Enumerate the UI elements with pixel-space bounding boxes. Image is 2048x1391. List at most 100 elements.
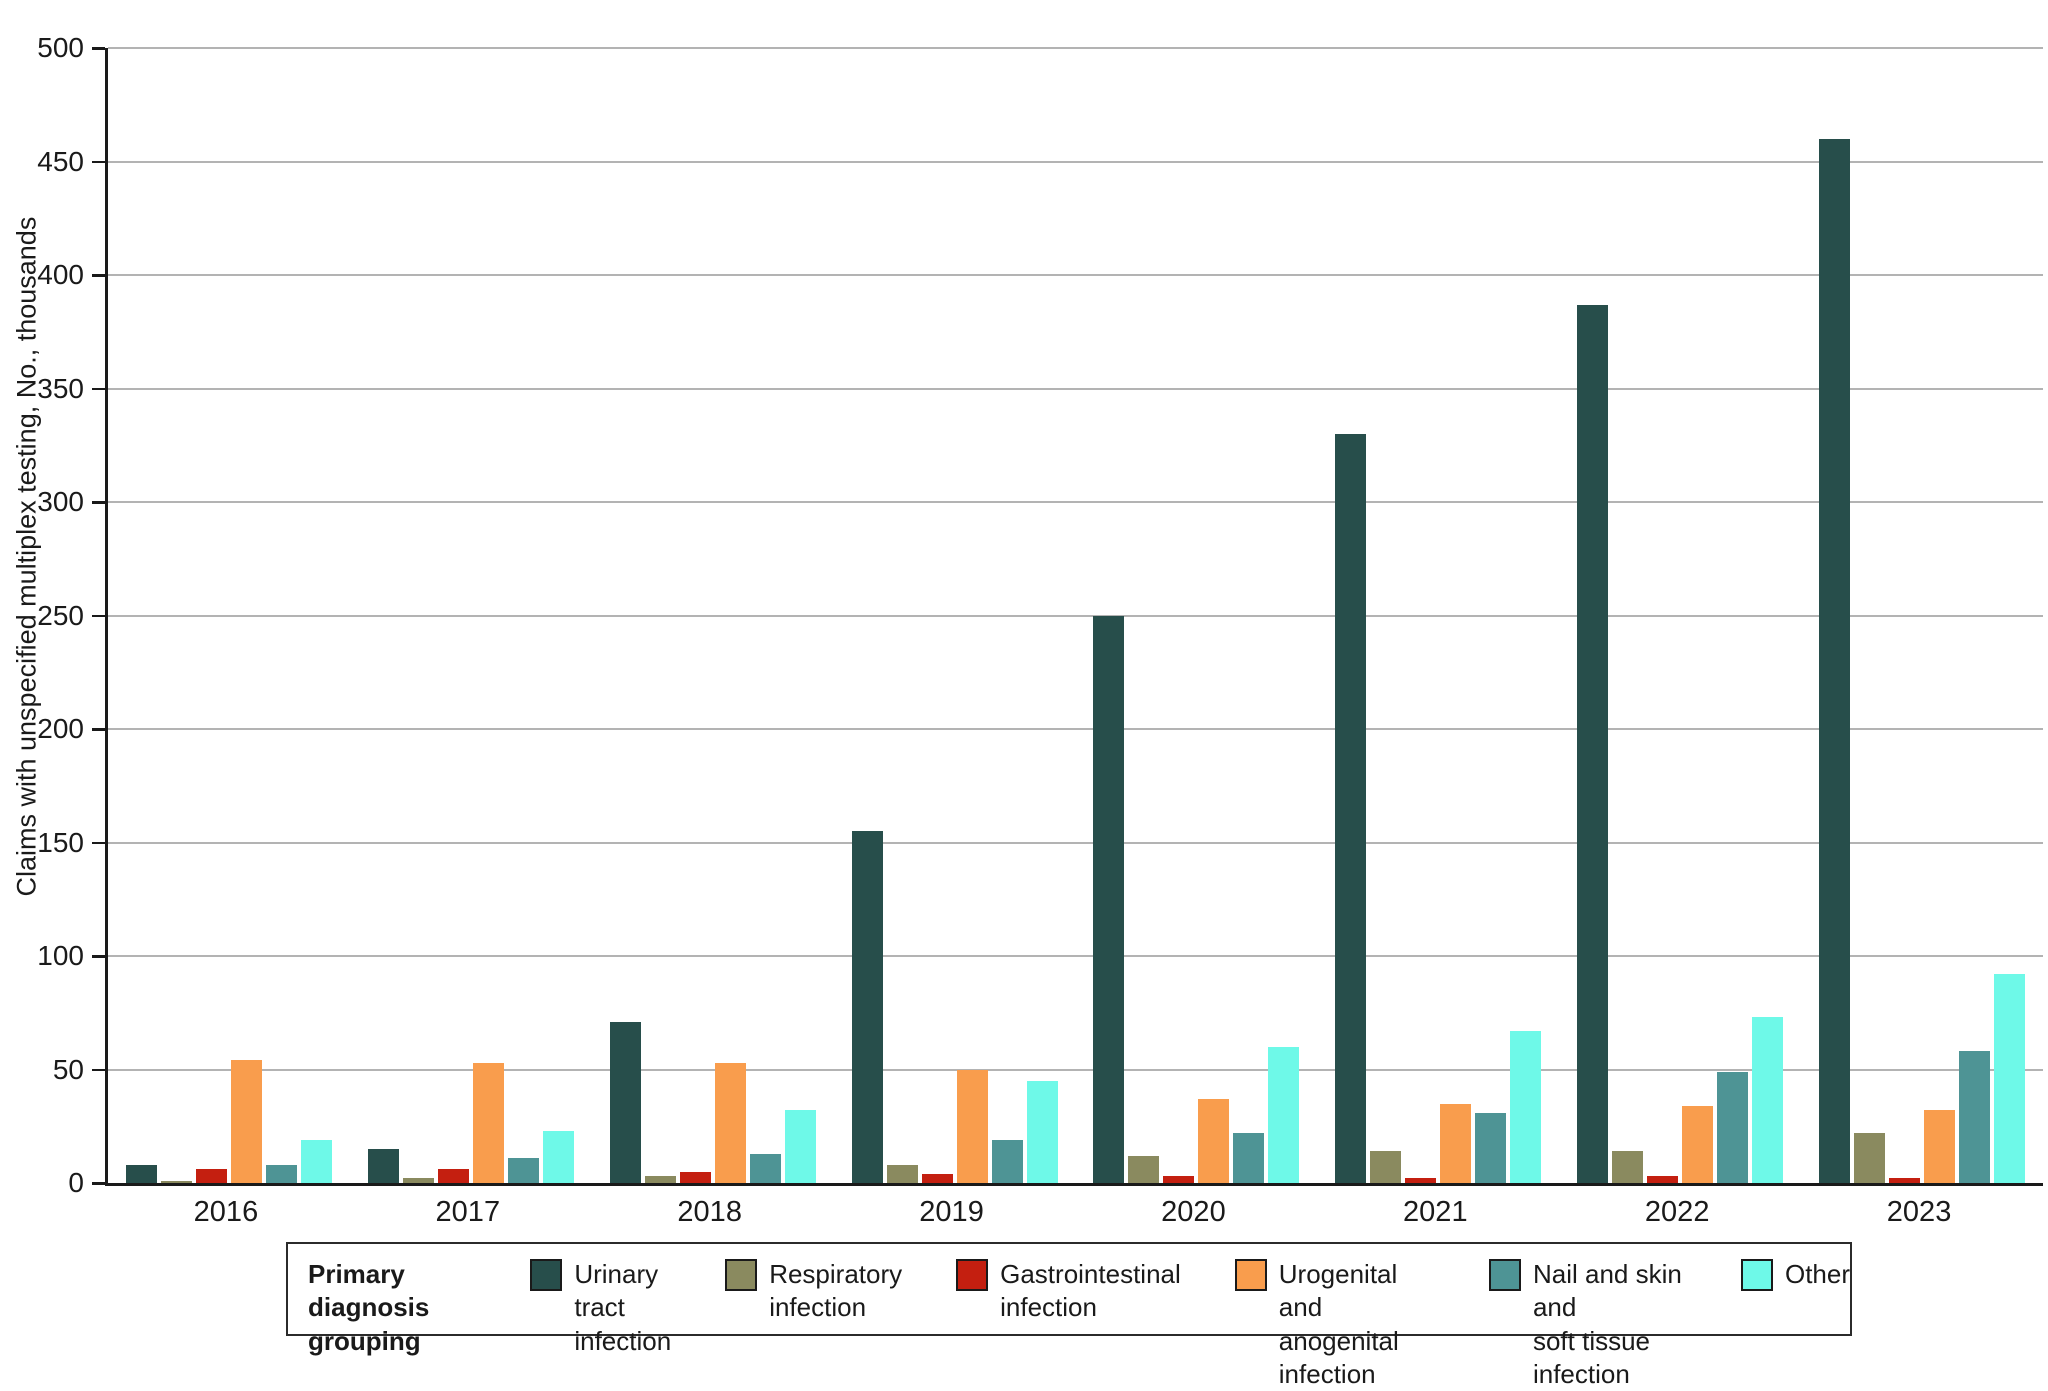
legend-item-nail-and-skin-and-soft-tissue-infection: Nail and skin and soft tissue infection <box>1488 1258 1687 1391</box>
x-tick-label: 2022 <box>1644 1196 1710 1228</box>
legend-label: Nail and skin and soft tissue infection <box>1532 1259 1682 1389</box>
bar-2017-urogenital-and-anogenital-infection <box>472 1062 504 1183</box>
bar-2022-respiratory-infection <box>1612 1151 1644 1183</box>
y-tick-mark <box>92 728 105 731</box>
bar-group-2019 <box>834 48 1076 1183</box>
y-tick-label: 450 <box>37 145 84 177</box>
bar-2017-nail-and-skin-and-soft-tissue-infection <box>507 1158 539 1183</box>
legend-item-respiratory-infection: Respiratory infection <box>725 1258 902 1325</box>
y-tick-label: 250 <box>37 599 84 631</box>
x-tick-label: 2021 <box>1403 1196 1468 1228</box>
x-tick-label: 2019 <box>919 1196 984 1228</box>
gridline <box>108 841 2043 844</box>
gridline <box>108 47 2043 49</box>
legend-item-urogenital-and-anogenital-infection: Urogenital and anogenital infection <box>1234 1258 1435 1391</box>
x-tick-label: 2016 <box>193 1196 259 1228</box>
y-tick-label: 300 <box>37 486 84 517</box>
bar-2018-urinary-tract-infection <box>609 1021 641 1183</box>
y-tick-label: 500 <box>37 32 84 63</box>
bar-2016-urinary-tract-infection <box>125 1164 157 1183</box>
bar-2020-urogenital-and-anogenital-infection <box>1198 1099 1230 1183</box>
bar-2017-urinary-tract-infection <box>367 1148 399 1183</box>
y-tick-mark <box>92 955 105 958</box>
bar-2019-urinary-tract-infection <box>851 831 883 1183</box>
y-tick-mark <box>92 274 105 277</box>
bar-group-2020 <box>1076 48 1318 1183</box>
bar-2020-gastrointestinal-infection <box>1163 1176 1195 1183</box>
gridline <box>108 501 2043 503</box>
x-tick-label: 2020 <box>1161 1196 1226 1228</box>
gridline <box>108 160 2043 163</box>
gridline <box>108 728 2043 730</box>
y-tick-mark <box>92 1068 105 1071</box>
y-tick-label: 150 <box>37 826 84 858</box>
legend-label: Urogenital and anogenital infection <box>1278 1259 1399 1389</box>
legend-swatch <box>530 1259 563 1291</box>
gridline <box>108 1068 2043 1071</box>
legend-swatch <box>956 1259 989 1291</box>
y-tick-mark <box>92 841 105 844</box>
bar-2017-respiratory-infection <box>402 1178 434 1183</box>
legend: Primary diagnosis grouping Urinary tract i… <box>286 1242 1852 1389</box>
legend-item-gastrointestinal-infection: Gastrointestinal infection <box>956 1258 1181 1325</box>
bar-2019-other <box>1026 1080 1058 1183</box>
bar-2016-gastrointestinal-infection <box>195 1169 227 1183</box>
bar-2018-nail-and-skin-and-soft-tissue-infection <box>749 1153 781 1183</box>
bar-2017-gastrointestinal-infection <box>437 1169 469 1183</box>
y-tick-mark <box>92 160 105 163</box>
legend-title: Primary diagnosis grouping <box>308 1259 430 1356</box>
bar-2021-respiratory-infection <box>1370 1151 1402 1183</box>
legend-swatch <box>725 1259 758 1291</box>
bar-2020-other <box>1268 1046 1300 1183</box>
bar-2021-urinary-tract-infection <box>1335 433 1367 1183</box>
bar-2021-urogenital-and-anogenital-infection <box>1440 1103 1472 1183</box>
bar-2023-nail-and-skin-and-soft-tissue-infection <box>1959 1051 1991 1183</box>
bar-2023-respiratory-infection <box>1854 1133 1886 1183</box>
gridline <box>108 387 2043 390</box>
y-tick-label: 0 <box>68 1167 84 1198</box>
bar-group-2016 <box>108 48 350 1183</box>
bar-2021-gastrointestinal-infection <box>1405 1178 1437 1183</box>
bar-2018-other <box>784 1110 816 1183</box>
x-tick-label: 2018 <box>677 1196 742 1228</box>
gridline <box>108 274 2043 276</box>
bar-2020-respiratory-infection <box>1128 1155 1160 1183</box>
legend-swatch <box>1488 1259 1521 1291</box>
legend-label: Other <box>1784 1259 1850 1289</box>
bar-2020-urinary-tract-infection <box>1093 615 1125 1183</box>
bar-2022-urinary-tract-infection <box>1577 304 1609 1183</box>
bar-group-2022 <box>1559 48 1801 1183</box>
y-tick-label: 350 <box>37 372 84 404</box>
bar-2022-other <box>1752 1017 1784 1183</box>
bar-2022-gastrointestinal-infection <box>1647 1176 1679 1183</box>
bar-2023-other <box>1994 974 2026 1183</box>
y-tick-mark <box>92 1182 105 1185</box>
y-tick-label: 200 <box>37 713 84 744</box>
bar-2019-respiratory-infection <box>886 1164 918 1183</box>
bar-2023-urogenital-and-anogenital-infection <box>1924 1110 1956 1183</box>
y-tick-mark <box>92 387 105 390</box>
legend-label: Respiratory infection <box>769 1259 903 1323</box>
bar-2022-urogenital-and-anogenital-infection <box>1682 1105 1714 1183</box>
bar-group-2017 <box>350 48 592 1183</box>
legend-item-other: Other <box>1740 1258 1850 1291</box>
bar-2017-other <box>542 1130 574 1183</box>
bar-2018-gastrointestinal-infection <box>679 1171 711 1183</box>
y-tick-label: 100 <box>37 940 84 971</box>
y-tick-mark <box>92 614 105 617</box>
bar-2016-respiratory-infection <box>160 1180 192 1183</box>
y-tick-label: 50 <box>52 1053 84 1085</box>
x-tick-label: 2023 <box>1886 1196 1952 1228</box>
bar-2021-other <box>1510 1030 1542 1183</box>
bar-2018-respiratory-infection <box>644 1176 676 1183</box>
bar-2016-urogenital-and-anogenital-infection <box>230 1060 262 1183</box>
y-tick-mark <box>92 501 105 504</box>
bar-2018-urogenital-and-anogenital-infection <box>714 1062 746 1183</box>
bar-2020-nail-and-skin-and-soft-tissue-infection <box>1233 1133 1265 1183</box>
bar-group-2023 <box>1801 48 2043 1183</box>
bar-2019-nail-and-skin-and-soft-tissue-infection <box>991 1139 1023 1183</box>
x-tick-label: 2017 <box>435 1196 501 1228</box>
bar-2022-nail-and-skin-and-soft-tissue-infection <box>1717 1071 1749 1183</box>
bar-2023-urinary-tract-infection <box>1819 138 1851 1183</box>
